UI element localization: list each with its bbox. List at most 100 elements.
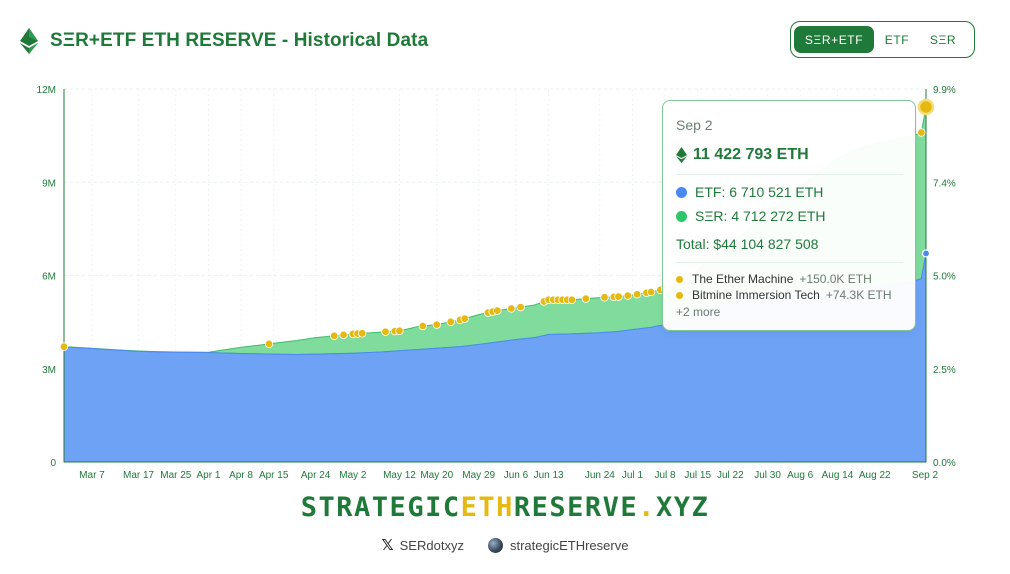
brand-part: RESERVE: [513, 492, 639, 523]
x-tick-label: May 20: [420, 470, 453, 481]
y-tick-label-left: 12M: [37, 85, 56, 96]
x-tick-label: Apr 15: [259, 470, 289, 481]
y-tick-label-right: 9.9%: [933, 85, 956, 96]
purchase-marker: [446, 317, 455, 327]
brand-wordmark: STRATEGICETHRESERVE.XYZ: [0, 492, 1010, 523]
dataset-toggle: SΞR+ETF ETF SΞR: [790, 21, 975, 58]
tooltip-total-usd: Total: $44 104 827 508: [676, 236, 819, 252]
purchase-marker: [917, 128, 926, 137]
purchase-marker: [917, 98, 935, 116]
purchase-marker: [632, 290, 642, 299]
purchase-marker: [395, 326, 404, 336]
x-tick-label: Mar 17: [123, 470, 155, 481]
purchase-dot-icon: [676, 275, 683, 283]
y-tick-label-right: 2.5%: [933, 365, 956, 376]
x-tick-label: Aug 14: [822, 470, 854, 481]
x-tick-label: Mar 7: [79, 470, 105, 481]
y-tick-label-left: 9M: [42, 178, 56, 189]
purchase-amount: +74.3K ETH: [825, 288, 892, 302]
tooltip-etf-value: ETF: 6 710 521 ETH: [695, 184, 824, 200]
purchase-marker: [581, 294, 591, 303]
etf-hover-point: [921, 249, 931, 258]
tooltip-date: Sep 2: [676, 117, 713, 133]
purchase-marker: [600, 293, 609, 302]
brand-part-highlight: ETH: [460, 492, 514, 523]
tooltip-divider: [676, 262, 903, 263]
purchase-marker: [381, 327, 390, 336]
x-tick-label: Apr 24: [301, 470, 331, 481]
ethereum-icon: [676, 147, 687, 163]
x-tick-label: Jun 13: [534, 470, 564, 481]
purchase-marker: [623, 291, 632, 300]
purchase-amount: +150.0K ETH: [799, 272, 872, 286]
purchase-marker: [493, 306, 502, 315]
x-tick-label: Jul 15: [684, 470, 711, 481]
tooltip-purchase-item: Bitmine Immersion Tech +74.3K ETH: [676, 288, 892, 302]
website-name: strategicETHreserve: [509, 537, 629, 553]
x-tick-label: Apr 8: [229, 470, 253, 481]
purchase-dot-icon: [676, 291, 683, 299]
page-title: SΞR+ETF ETH RESERVE - Historical Data: [50, 30, 429, 51]
toggle-etf-button[interactable]: ETF: [884, 32, 910, 47]
chart-watermark: STRATEGICETHRESERVE.XYZ: [396, 274, 613, 290]
website-link[interactable]: strategicETHreserve: [487, 537, 629, 553]
purchase-marker: [567, 295, 577, 304]
x-tick-label: Apr 1: [196, 470, 220, 481]
y-tick-label-left: 3M: [42, 365, 56, 376]
tooltip-ser-value: SΞR: 4 712 272 ETH: [695, 208, 826, 224]
chart-tooltip: Sep 2 11 422 793 ETH ETF: 6 710 521 ETH …: [662, 100, 916, 331]
x-tick-label: Jul 30: [754, 470, 781, 481]
purchase-marker: [460, 314, 469, 323]
tooltip-purchase-item: The Ether Machine +150.0K ETH: [676, 272, 872, 286]
purchase-marker: [432, 320, 441, 329]
tooltip-more-link[interactable]: +2 more: [676, 305, 721, 319]
x-tick-label: Aug 6: [787, 470, 814, 481]
y-tick-label-left: 6M: [42, 272, 56, 283]
brand-part: XYZ: [655, 492, 710, 523]
toggle-ser-etf-button[interactable]: SΞR+ETF: [794, 26, 874, 53]
y-tick-label-right: 5.0%: [933, 272, 956, 283]
etf-legend-dot: [676, 186, 687, 198]
purchase-marker: [614, 292, 623, 301]
x-tick-label: Sep 2: [912, 470, 939, 481]
purchase-marker: [418, 321, 427, 331]
purchase-marker: [507, 304, 516, 313]
ethereum-logo-icon: [20, 28, 38, 54]
x-tick-label: May 12: [383, 470, 416, 481]
x-tick-label: Mar 25: [160, 470, 192, 481]
purchase-marker: [646, 287, 656, 297]
purchase-marker: [339, 330, 348, 340]
purchase-marker: [264, 339, 274, 349]
x-handle: SERdotxyz: [399, 537, 464, 553]
y-tick-label-right: 7.4%: [933, 178, 956, 189]
x-tick-label: May 2: [339, 470, 367, 481]
purchase-marker: [59, 342, 69, 351]
y-tick-label-right: 0.0%: [933, 458, 956, 469]
tooltip-ser-row: SΞR: 4 712 272 ETH: [676, 208, 826, 224]
x-link[interactable]: 𝕏 SERdotxyz: [382, 536, 464, 554]
purchase-name: Bitmine Immersion Tech: [692, 288, 820, 302]
purchase-name: The Ether Machine: [692, 272, 794, 286]
x-tick-label: Jul 8: [655, 470, 677, 481]
purchase-marker: [358, 329, 367, 338]
brand-part: STRATEGIC: [300, 492, 461, 523]
globe-icon: [487, 537, 503, 553]
toggle-ser-button[interactable]: SΞR: [929, 32, 957, 47]
x-tick-label: Jul 1: [622, 470, 644, 481]
x-logo-icon: 𝕏: [381, 536, 394, 554]
x-tick-label: Aug 22: [859, 470, 891, 481]
x-tick-label: Jul 22: [717, 470, 744, 481]
x-tick-label: Jun 24: [585, 470, 615, 481]
header: SΞR+ETF ETH RESERVE - Historical Data: [20, 26, 428, 56]
footer: 𝕏 SERdotxyz strategicETHreserve: [0, 536, 1010, 554]
tooltip-total-eth-value: 11 422 793 ETH: [693, 146, 809, 163]
x-tick-label: May 29: [462, 470, 495, 481]
x-tick-label: Jun 6: [504, 470, 529, 481]
tooltip-total-eth: 11 422 793 ETH: [676, 146, 809, 164]
purchase-marker: [516, 302, 525, 312]
tooltip-divider: [676, 174, 903, 175]
purchase-marker: [330, 331, 339, 341]
ser-legend-dot: [676, 210, 687, 222]
brand-dot: .: [638, 492, 656, 523]
tooltip-etf-row: ETF: 6 710 521 ETH: [676, 184, 823, 200]
